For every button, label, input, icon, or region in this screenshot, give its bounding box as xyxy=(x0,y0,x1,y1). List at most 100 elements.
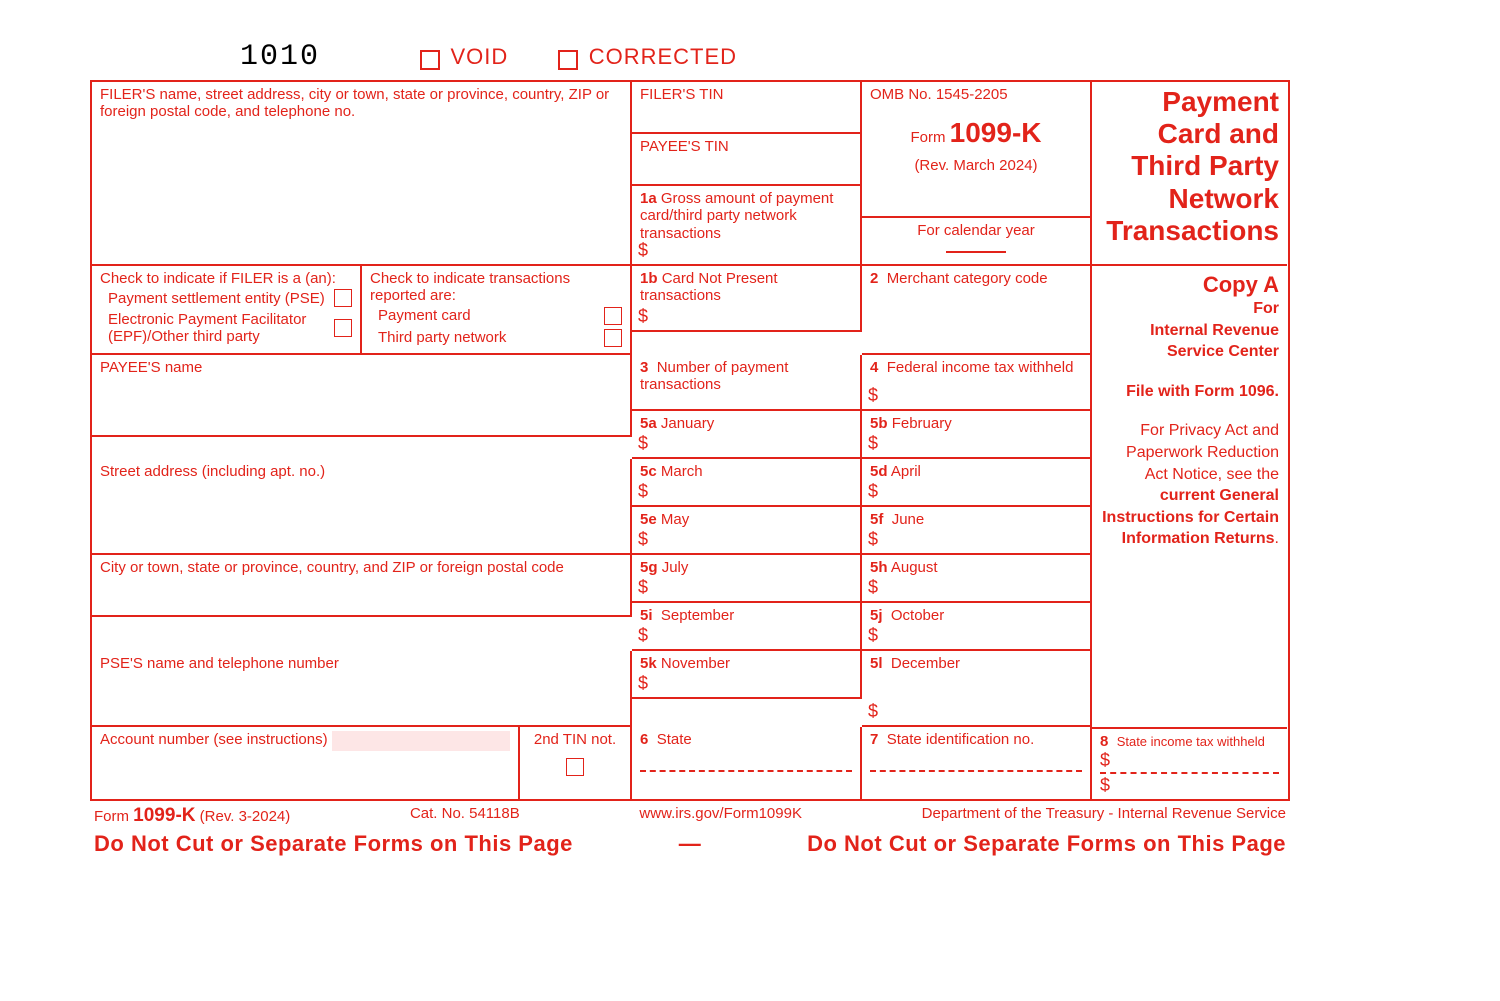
corrected-group: CORRECTED xyxy=(558,44,737,70)
box-5k[interactable]: 5k November $ xyxy=(632,651,862,699)
dollar-5a: $ xyxy=(638,433,648,454)
third-party-checkbox[interactable] xyxy=(604,329,622,347)
dollar-5c: $ xyxy=(638,481,648,502)
month-5b: February xyxy=(892,415,952,432)
payment-card-checkbox[interactable] xyxy=(604,307,622,325)
account-pink-field[interactable] xyxy=(332,731,510,751)
box-5h[interactable]: 5h August $ xyxy=(862,555,1092,603)
dollar-5l: $ xyxy=(868,701,878,722)
account-label: Account number (see instructions) xyxy=(100,731,328,795)
top-bar: 1010 VOID CORRECTED xyxy=(90,40,1290,80)
month-5e: May xyxy=(661,511,689,528)
box-5j[interactable]: 5j October $ xyxy=(862,603,1092,651)
omb-form-box: OMB No. 1545-2205 Form 1099-K (Rev. Marc… xyxy=(862,82,1092,218)
box-7-text: State identification no. xyxy=(887,731,1035,748)
file-1096: File with Form 1096. xyxy=(1100,381,1279,403)
dollar-8b: $ xyxy=(1100,775,1110,796)
box-8-dash: $ xyxy=(1100,750,1279,774)
month-5g: July xyxy=(662,559,689,576)
dollar-5k: $ xyxy=(638,673,648,694)
filer-tin-box[interactable]: FILER'S TIN xyxy=(632,82,862,134)
month-5a: January xyxy=(661,415,714,432)
pse-checkbox[interactable] xyxy=(334,289,352,307)
payee-tin-box[interactable]: PAYEE'S TIN xyxy=(632,134,862,186)
street-label: Street address (including apt. no.) xyxy=(100,463,325,480)
check-filer-header: Check to indicate if FILER is a (an): xyxy=(100,270,352,287)
box-4-text: Federal income tax withheld xyxy=(887,359,1074,376)
box-3-text: Number of payment transactions xyxy=(640,359,788,393)
code-1010: 1010 xyxy=(240,40,320,74)
box-6-dash xyxy=(640,748,852,772)
corrected-label: CORRECTED xyxy=(589,44,737,69)
dollar-1a: $ xyxy=(638,240,648,261)
warn-right: Do Not Cut or Separate Forms on This Pag… xyxy=(807,831,1286,857)
box-1a[interactable]: 1a Gross amount of payment card/third pa… xyxy=(632,186,862,266)
filer-info-box[interactable]: FILER'S name, street address, city or to… xyxy=(92,82,632,266)
box-5i[interactable]: 5i September $ xyxy=(632,603,862,651)
second-tin-checkbox[interactable] xyxy=(566,758,584,776)
payee-name-box[interactable]: PAYEE'S name xyxy=(92,355,632,437)
box-5l[interactable]: 5l December $ xyxy=(862,651,1092,727)
omb-number: OMB No. 1545-2205 xyxy=(870,86,1082,103)
box-1a-text: Gross amount of payment card/third party… xyxy=(640,190,833,242)
void-checkbox[interactable] xyxy=(420,50,440,70)
main-grid: FILER'S name, street address, city or to… xyxy=(90,80,1290,801)
check-filer-box: Check to indicate if FILER is a (an): Pa… xyxy=(92,266,632,355)
filer-info-label: FILER'S name, street address, city or to… xyxy=(100,86,609,120)
copy-irs: Internal Revenue Service Center xyxy=(1100,320,1279,363)
box-4-num: 4 xyxy=(870,359,878,376)
box-5g[interactable]: 5g July $ xyxy=(632,555,862,603)
dollar-1b: $ xyxy=(638,306,648,327)
second-tin-label: 2nd TIN not. xyxy=(526,731,624,748)
box-7[interactable]: 7 State identification no. xyxy=(862,727,1092,799)
box-5e[interactable]: 5e May $ xyxy=(632,507,862,555)
footer-rev: (Rev. 3-2024) xyxy=(200,808,291,825)
revision-date: (Rev. March 2024) xyxy=(870,157,1082,174)
void-group: VOID xyxy=(420,44,508,70)
pse-box[interactable]: PSE'S name and telephone number xyxy=(92,651,632,727)
box-6[interactable]: 6 State xyxy=(632,727,862,799)
box-8-text: State income tax withheld xyxy=(1117,734,1265,749)
box-2[interactable]: 2 Merchant category code xyxy=(862,266,1092,355)
box-5d[interactable]: 5d April $ xyxy=(862,459,1092,507)
box-1a-num: 1a xyxy=(640,190,657,207)
privacy-text-2: current General Instructions for Certain… xyxy=(1102,487,1279,547)
form-number: 1099-K xyxy=(950,117,1042,148)
box-4[interactable]: 4 Federal income tax withheld $ xyxy=(862,355,1092,411)
box-1b-num: 1b xyxy=(640,270,658,287)
warn-left: Do Not Cut or Separate Forms on This Pag… xyxy=(94,831,573,857)
footer-form-num: 1099-K xyxy=(133,805,195,826)
box-8[interactable]: 8 State income tax withheld $ $ xyxy=(1092,727,1287,799)
box-3-num: 3 xyxy=(640,359,648,376)
epf-checkbox[interactable] xyxy=(334,319,352,337)
box-5b[interactable]: 5b February $ xyxy=(862,411,1092,459)
box-1b[interactable]: 1b Card Not Present transactions $ xyxy=(632,266,862,332)
dollar-4: $ xyxy=(868,385,878,406)
dollar-5h: $ xyxy=(868,577,878,598)
title-box: Payment Card and Third Party Network Tra… xyxy=(1092,82,1287,266)
box-6-text: State xyxy=(657,731,692,748)
calendar-year-box[interactable]: For calendar year xyxy=(862,218,1092,266)
box-5a[interactable]: 5a January $ xyxy=(632,411,862,459)
city-label: City or town, state or province, country… xyxy=(100,559,564,576)
box-5f[interactable]: 5f June $ xyxy=(862,507,1092,555)
box-5c[interactable]: 5c March $ xyxy=(632,459,862,507)
month-5l: December xyxy=(891,655,960,672)
box-7-dash xyxy=(870,748,1082,772)
footer-form-word: Form xyxy=(94,808,129,825)
filer-tin-label: FILER'S TIN xyxy=(640,86,723,103)
box-3[interactable]: 3 Number of payment transactions xyxy=(632,355,862,411)
corrected-checkbox[interactable] xyxy=(558,50,578,70)
city-box[interactable]: City or town, state or province, country… xyxy=(92,555,632,617)
month-5k: November xyxy=(661,655,730,672)
street-box[interactable]: Street address (including apt. no.) xyxy=(92,459,632,555)
box-6-num: 6 xyxy=(640,731,648,748)
form-1099k: 1010 VOID CORRECTED FILER'S name, street… xyxy=(90,40,1290,859)
epf-label: Electronic Payment Facilitator (EPF)/Oth… xyxy=(108,311,308,345)
form-word: Form xyxy=(910,129,945,146)
account-row: Account number (see instructions) 2nd TI… xyxy=(92,727,632,799)
pse-label-box: PSE'S name and telephone number xyxy=(100,655,339,672)
dollar-8a: $ xyxy=(1100,750,1110,771)
copy-for: For xyxy=(1100,298,1279,320)
payee-tin-label: PAYEE'S TIN xyxy=(640,138,729,155)
